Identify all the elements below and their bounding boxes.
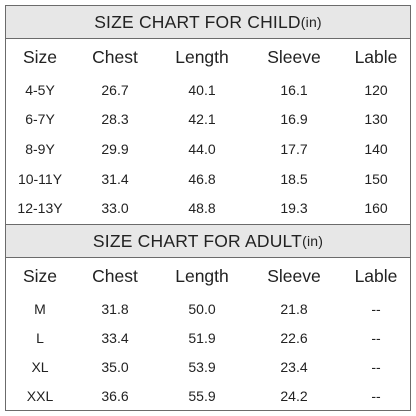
- table-cell-length: 48.8: [188, 200, 216, 217]
- table-cell-length: 42.1: [188, 111, 216, 128]
- adult-size-table: Size Chest Length Sleeve Lable M 31.8 50…: [6, 258, 410, 410]
- table-cell-chest: 31.4: [101, 170, 129, 187]
- table-cell-lable: 140: [364, 140, 388, 157]
- table-cell-sleeve: 17.7: [280, 140, 308, 157]
- table-cell-size: XXL: [26, 387, 54, 404]
- adult-title-unit: (in): [302, 233, 324, 249]
- table-cell-chest: 26.7: [101, 81, 129, 98]
- column-header-chest: Chest: [92, 265, 138, 286]
- table-cell-sleeve: 23.4: [280, 358, 308, 375]
- table-cell-length: 50.0: [188, 300, 216, 317]
- table-cell-length: 40.1: [188, 81, 216, 98]
- table-cell-sleeve: 16.9: [280, 111, 308, 128]
- table-cell-size: 8-9Y: [25, 140, 55, 157]
- table-cell-chest: 33.4: [101, 329, 129, 346]
- table-cell-size: XL: [31, 358, 49, 375]
- table-cell-lable: 120: [364, 81, 388, 98]
- table-cell-chest: 36.6: [101, 387, 129, 404]
- table-cell-lable: 160: [364, 200, 388, 217]
- table-cell-sleeve: 16.1: [280, 81, 308, 98]
- table-cell-chest: 33.0: [101, 200, 129, 217]
- table-cell-length: 46.8: [188, 170, 216, 187]
- table-cell-size: 10-11Y: [17, 170, 63, 187]
- column-header-length: Length: [175, 46, 229, 67]
- child-title-text: SIZE CHART FOR CHILD: [94, 11, 301, 32]
- column-header-chest: Chest: [92, 46, 138, 67]
- table-cell-lable: --: [371, 300, 381, 317]
- table-cell-length: 55.9: [188, 387, 216, 404]
- column-header-size: Size: [22, 46, 58, 67]
- table-cell-size: 12-13Y: [17, 200, 63, 217]
- column-header-sleeve: Sleeve: [267, 46, 321, 67]
- table-cell-chest: 28.3: [101, 111, 129, 128]
- child-chart-title: SIZE CHART FOR CHILD (in): [6, 6, 410, 39]
- table-cell-length: 51.9: [188, 329, 216, 346]
- table-cell-length: 44.0: [188, 140, 216, 157]
- table-cell-lable: --: [371, 387, 381, 404]
- table-cell-sleeve: 24.2: [280, 387, 308, 404]
- column-header-lable: Lable: [354, 265, 398, 286]
- child-title-unit: (in): [300, 14, 322, 30]
- table-cell-size: 6-7Y: [25, 111, 55, 128]
- column-header-sleeve: Sleeve: [267, 265, 321, 286]
- adult-chart-title: SIZE CHART FOR ADULT (in): [6, 225, 410, 258]
- table-cell-size: 4-5Y: [25, 81, 55, 98]
- table-cell-sleeve: 22.6: [280, 329, 308, 346]
- table-cell-sleeve: 19.3: [280, 200, 308, 217]
- adult-size-section: SIZE CHART FOR ADULT (in) Size Chest Leng…: [6, 224, 410, 411]
- table-cell-chest: 29.9: [101, 140, 129, 157]
- table-cell-lable: 130: [364, 111, 388, 128]
- table-cell-size: L: [36, 329, 44, 346]
- adult-title-text: SIZE CHART FOR ADULT: [92, 230, 303, 251]
- child-size-section: SIZE CHART FOR CHILD (in) Size Chest Leng…: [6, 6, 410, 224]
- table-cell-chest: 35.0: [101, 358, 129, 375]
- table-cell-length: 53.9: [188, 358, 216, 375]
- child-size-table: Size Chest Length Sleeve Lable 4-5Y 26.7…: [6, 39, 410, 223]
- column-header-length: Length: [175, 265, 229, 286]
- table-cell-lable: --: [371, 358, 381, 375]
- column-header-lable: Lable: [354, 46, 398, 67]
- table-cell-lable: --: [371, 329, 381, 346]
- table-cell-size: M: [34, 300, 46, 317]
- table-cell-sleeve: 18.5: [280, 170, 308, 187]
- table-cell-sleeve: 21.8: [280, 300, 308, 317]
- size-chart: SIZE CHART FOR CHILD (in) Size Chest Leng…: [5, 5, 411, 411]
- table-cell-chest: 31.8: [101, 300, 129, 317]
- column-header-size: Size: [22, 265, 58, 286]
- table-cell-lable: 150: [364, 170, 388, 187]
